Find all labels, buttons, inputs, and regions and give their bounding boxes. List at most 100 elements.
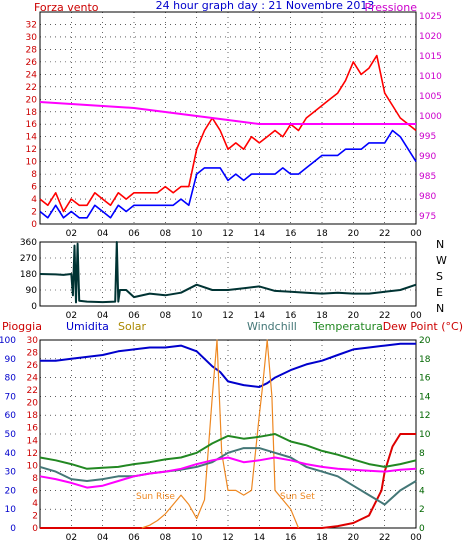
wind-y-tick-label: 24 — [26, 70, 38, 80]
climate-panel-x-tick-label: 16 — [285, 533, 297, 543]
direction-panel-x-tick-label: 16 — [285, 311, 297, 321]
wind-series-line — [39, 54, 417, 213]
wind-y-tick-label: 22 — [26, 83, 37, 93]
rain-y-tick-label: 14 — [27, 436, 39, 446]
wind-y-tick-label: 6 — [31, 183, 37, 193]
temperature-label: Temperatura — [312, 320, 383, 333]
direction-panel-x-tick-label: 14 — [254, 311, 266, 321]
wind-y-tick-label: 10 — [26, 158, 38, 168]
compass-label: N — [436, 302, 444, 315]
temperature-y-tick-label: 20 — [419, 336, 431, 346]
direction-series-line — [39, 241, 417, 304]
wind-panel-x-tick-label: 22 — [379, 229, 390, 239]
pressure-y-tick-label: 1000 — [419, 112, 442, 122]
direction-y-tick-label: 90 — [26, 286, 38, 296]
rain-y-tick-label: 26 — [27, 361, 39, 371]
humidity-y-tick-label: 100 — [0, 336, 16, 346]
compass-label: E — [436, 286, 443, 299]
climate-panel-frame — [39, 339, 417, 529]
humidity-y-tick-label: 50 — [5, 430, 17, 440]
rain-y-tick-label: 4 — [32, 499, 38, 509]
windchill-label: Windchill — [247, 320, 297, 333]
wind-panel-x-tick-label: 18 — [316, 229, 328, 239]
rain-y-tick-label: 18 — [27, 411, 39, 421]
humidity-y-tick-label: 10 — [5, 505, 17, 515]
pressure-y-tick-label: 990 — [419, 152, 436, 162]
compass-label: N — [436, 238, 444, 251]
temperature-y-tick-label: 14 — [419, 392, 431, 402]
pressure-y-tick-label: 985 — [419, 172, 436, 182]
dewpoint-series-line — [39, 456, 417, 489]
humidity-y-tick-label: 20 — [5, 486, 17, 496]
rain-y-tick-label: 24 — [27, 374, 39, 384]
rain-y-tick-label: 20 — [27, 399, 39, 409]
direction-panel-x-tick-label: 18 — [316, 311, 328, 321]
sun-rise-annotation: Sun Rise — [136, 492, 175, 502]
compass-label: S — [436, 270, 443, 283]
wind-y-tick-label: 12 — [26, 145, 37, 155]
sun-set-annotation: Sun Set — [280, 492, 315, 502]
windchill-series-line — [39, 447, 417, 506]
climate-panel-x-tick-label: 04 — [97, 533, 109, 543]
temperature-y-tick-label: 2 — [419, 505, 425, 515]
humidity-y-tick-label: 0 — [10, 524, 16, 534]
pressure-y-tick-label: 1005 — [419, 92, 442, 102]
temperature-y-tick-label: 4 — [419, 486, 425, 496]
rain-y-tick-label: 16 — [27, 424, 39, 434]
wind-panel-x-tick-label: 20 — [348, 229, 360, 239]
pressure-y-tick-label: 975 — [419, 212, 436, 222]
wind-y-tick-label: 14 — [26, 133, 38, 143]
rain-y-tick-label: 8 — [32, 474, 38, 484]
humidity-series-line — [40, 342, 416, 388]
direction-y-tick-label: 0 — [31, 302, 37, 312]
pressure-y-tick-label: 1015 — [419, 52, 442, 62]
wind-panel-x-tick-label: 00 — [410, 229, 422, 239]
temperature-y-tick-label: 16 — [419, 374, 431, 384]
rain-label: Pioggia — [2, 320, 42, 333]
climate-panel-x-tick-label: 20 — [348, 533, 360, 543]
climate-panel-x-tick-label: 06 — [128, 533, 140, 543]
direction-panel-x-tick-label: 20 — [348, 311, 360, 321]
wind-y-tick-label: 8 — [31, 170, 37, 180]
direction-panel-x-tick-label: 02 — [66, 311, 77, 321]
climate-panel-x-tick-label: 14 — [254, 533, 266, 543]
climate-panel-x-tick-label: 08 — [160, 533, 172, 543]
direction-panel-x-tick-label: 06 — [128, 311, 140, 321]
climate-panel-x-tick-label: 02 — [66, 533, 77, 543]
humidity-label: Umidita — [66, 320, 109, 333]
direction-panel-frame — [39, 241, 417, 307]
rain-y-tick-label: 28 — [27, 349, 39, 359]
wind-panel-x-tick-label: 04 — [97, 229, 109, 239]
temperature-y-tick-label: 18 — [419, 355, 431, 365]
climate-panel-x-tick-label: 12 — [222, 533, 233, 543]
pressure-y-tick-label: 1020 — [419, 32, 442, 42]
humidity-y-tick-label: 40 — [5, 449, 17, 459]
pressure-y-tick-label: 1025 — [419, 12, 442, 22]
humidity-y-tick-label: 80 — [5, 374, 17, 384]
wind-panel-x-tick-label: 06 — [128, 229, 140, 239]
direction-panel-x-tick-label: 04 — [97, 311, 109, 321]
chart-title: 24 hour graph day : 21 Novembre 2013 — [156, 0, 375, 12]
wind-panel-x-tick-label: 12 — [222, 229, 233, 239]
humidity-y-tick-label: 90 — [5, 355, 17, 365]
rain-y-tick-label: 12 — [27, 449, 38, 459]
direction-panel-x-tick-label: 22 — [379, 311, 390, 321]
pressure-y-tick-label: 980 — [419, 192, 436, 202]
wind-y-tick-label: 26 — [26, 58, 38, 68]
solar-label: Solar — [118, 320, 147, 333]
direction-y-tick-label: 180 — [20, 270, 37, 280]
temperature-y-tick-label: 6 — [419, 468, 425, 478]
pressure-label: Pressione — [365, 1, 418, 14]
humidity-y-tick-label: 60 — [5, 411, 17, 421]
wind-panel-x-tick-label: 16 — [285, 229, 297, 239]
wind-y-tick-label: 28 — [26, 45, 38, 55]
wind-panel-x-tick-label: 14 — [254, 229, 266, 239]
rain-y-tick-label: 0 — [32, 524, 38, 534]
rain-y-tick-label: 6 — [32, 486, 38, 496]
humidity-y-tick-label: 70 — [5, 392, 17, 402]
climate-panel-x-tick-label: 22 — [379, 533, 390, 543]
climate-panel-x-tick-label: 18 — [316, 533, 328, 543]
wind-y-tick-label: 0 — [31, 220, 37, 230]
wind-y-tick-label: 18 — [26, 108, 38, 118]
